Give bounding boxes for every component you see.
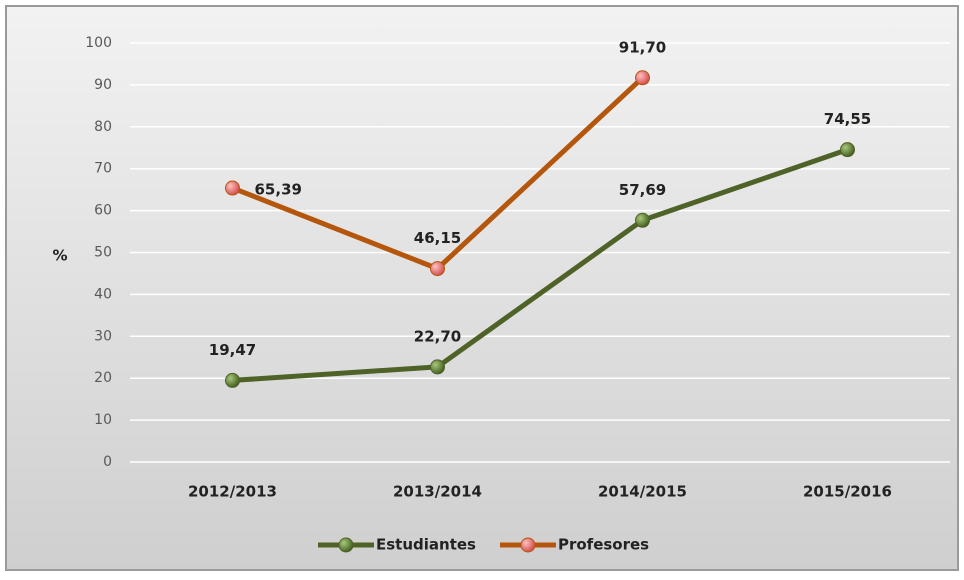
legend-marker (520, 537, 536, 553)
y-tick-label: 40 (94, 286, 112, 302)
series-marker (840, 142, 855, 158)
data-label: 91,70 (619, 38, 666, 56)
legend-marker (338, 537, 354, 553)
y-tick-label: 30 (94, 328, 112, 344)
legend-label: Estudiantes (376, 536, 476, 554)
series-marker (635, 212, 650, 228)
x-tick-label: 2015/2016 (803, 483, 892, 501)
y-axis-label: % (52, 247, 67, 265)
x-tick-label: 2012/2013 (188, 483, 277, 501)
series-marker (430, 359, 445, 375)
data-label: 19,47 (209, 341, 256, 359)
y-tick-label: 50 (94, 245, 112, 261)
x-tick-label: 2014/2015 (598, 483, 687, 501)
data-label: 74,55 (824, 110, 871, 128)
data-label: 22,70 (414, 327, 461, 345)
series-marker (225, 180, 240, 196)
data-label: 57,69 (619, 181, 666, 199)
legend-label: Profesores (558, 536, 649, 554)
y-tick-label: 100 (85, 35, 112, 51)
y-tick-label: 20 (94, 370, 112, 386)
data-label: 65,39 (255, 181, 302, 199)
series-marker (225, 372, 240, 388)
data-label: 46,15 (414, 229, 461, 247)
y-tick-label: 60 (94, 203, 112, 219)
y-tick-label: 0 (103, 454, 112, 470)
y-tick-label: 80 (94, 119, 112, 135)
x-tick-label: 2013/2014 (393, 483, 482, 501)
y-tick-label: 10 (94, 412, 112, 428)
y-tick-label: 70 (94, 161, 112, 177)
series-marker (430, 261, 445, 277)
chart-background (5, 5, 959, 571)
series-marker (635, 70, 650, 86)
series-line (232, 147, 849, 383)
y-tick-label: 90 (94, 77, 112, 93)
